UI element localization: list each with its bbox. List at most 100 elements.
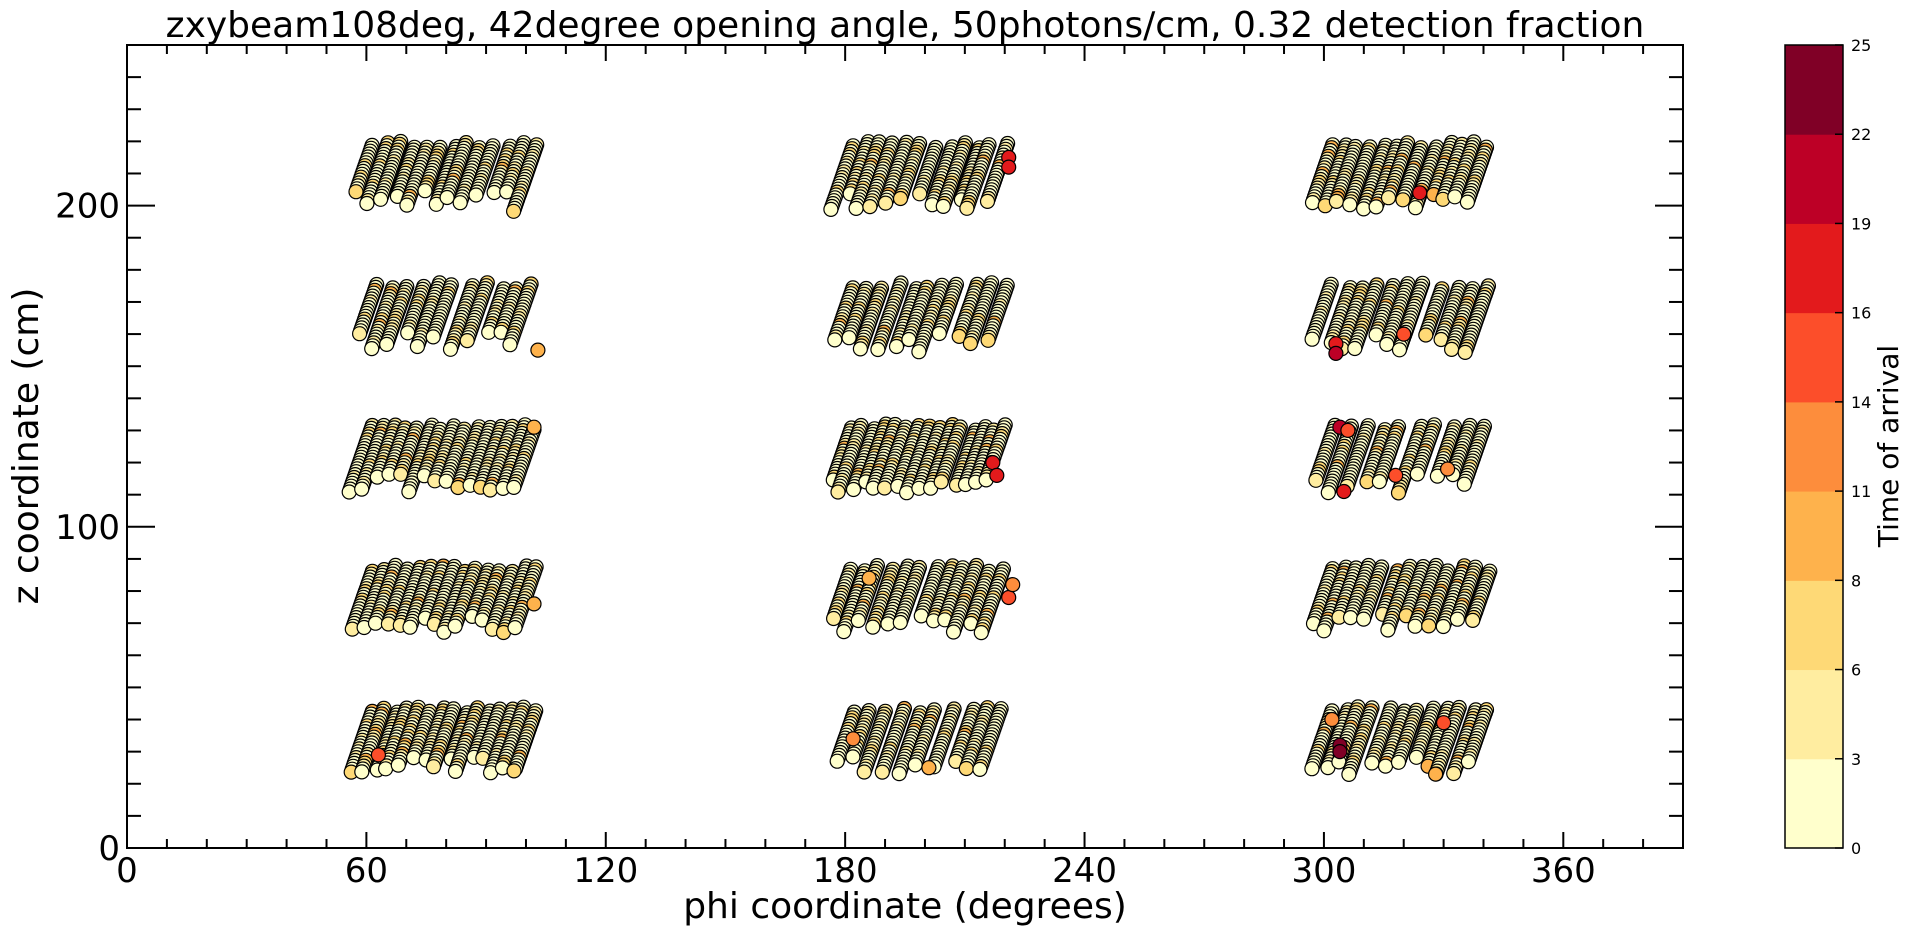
colorbar-tick-label: 3 [1851,750,1861,769]
scatter-point [845,749,861,765]
scatter-point [865,619,881,635]
scatter-point [1421,618,1437,634]
scatter-point [1304,195,1321,211]
scatter-points [341,133,1498,783]
scatter-point [1316,623,1332,639]
colorbar-tick-label: 6 [1851,661,1861,680]
scatter-point [1408,749,1425,765]
scatter-point [876,480,893,496]
scatter-point [856,764,872,780]
scatter-point [1457,344,1473,360]
colorbar-segment [1785,669,1843,760]
scatter-point [1304,761,1320,777]
scatter-point [1449,611,1466,627]
colorbar-segment [1785,758,1843,849]
x-tick-label: 60 [345,851,388,891]
scatter-point [341,484,357,500]
colorbar-tick-label: 19 [1851,214,1871,233]
scatter-point [459,333,475,349]
scatter-point [1391,342,1408,358]
scatter-point [1388,467,1404,483]
x-tick-label: 240 [1052,851,1117,891]
scatter-point [1355,611,1372,627]
scatter-point [526,419,542,435]
colorbar-tick-label: 16 [1851,304,1871,323]
colorbar: 0 3 6 8 11 14 16 19 22 25 [1784,36,1871,858]
scatter-point [1456,476,1472,492]
scatter-point [348,184,364,200]
scatter-point [1443,341,1460,357]
scatter-point [959,200,975,216]
scatter-point [1340,422,1356,438]
scatter-point [1336,483,1352,500]
scatter-point [1001,589,1017,606]
x-tick-label: 360 [1531,851,1596,891]
scatter-point [850,612,866,629]
colorbar-tick-label: 0 [1851,839,1861,858]
scatter-point [962,335,979,352]
scatter-point [958,760,974,777]
scatter-point [354,764,370,780]
scatter-point [979,193,996,209]
scatter-point [836,623,852,640]
scatter-point [1368,199,1384,215]
colorbar-segment [1785,491,1843,581]
scatter-point [945,624,962,640]
scatter-point [452,195,468,211]
scatter-point [1409,466,1425,482]
colorbar-segment [1785,223,1843,314]
scatter-point [352,326,368,342]
scatter-point [870,341,886,358]
scatter-point [1465,612,1481,629]
scatter-point [406,749,422,766]
scatter-point [506,479,522,495]
scatter-point [862,199,878,215]
scatter-point [907,757,923,773]
scatter-point [877,195,894,211]
scatter-point [1332,743,1348,760]
scatter-point [1379,336,1395,352]
scatter-point [852,341,869,357]
scatter-point [507,619,523,636]
scatter-point [1439,461,1456,477]
y-axis-label: z coordinate (cm) [6,288,47,605]
scatter-point [912,186,928,202]
scatter-point [911,344,927,360]
scatter-point [373,191,389,207]
scatter-point [1435,715,1452,731]
colorbar-segment [1785,580,1843,671]
scatter-point [364,341,380,357]
scatter-point [829,753,845,769]
colorbar-label: Time of arrival [1872,345,1905,548]
scatter-point [399,197,415,213]
scatter-point [402,619,418,635]
chart-title: zxybeam108deg, 42degree opening angle, 5… [166,5,1645,46]
scatter-point [861,570,877,586]
scatter-point [931,325,947,342]
scatter-point [359,195,375,212]
colorbar-tick-label: 8 [1851,571,1861,590]
scatter-point [841,330,857,346]
scatter-point [1412,185,1428,201]
scatter-point [1001,159,1017,175]
scatter-point [526,596,542,612]
scatter-point [830,484,846,500]
scatter-point [428,196,444,212]
scatter-point [530,342,546,358]
scatter-point [354,481,370,497]
y-tick-label: 200 [55,187,120,227]
scatter-point [989,467,1005,483]
scatter-point [1390,485,1407,501]
scatter-point [825,610,842,627]
colorbar-tick-label: 14 [1851,393,1871,412]
scatter-point [1407,618,1423,634]
scatter-point [1355,201,1372,217]
scatter-point [1395,192,1411,208]
colorbar-frame [1784,44,1844,849]
scatter-point [1418,327,1434,343]
scatter-point [1390,754,1407,770]
scatter-point [1341,766,1357,783]
scatter-point [1380,190,1397,206]
scatter-point [1459,194,1476,210]
